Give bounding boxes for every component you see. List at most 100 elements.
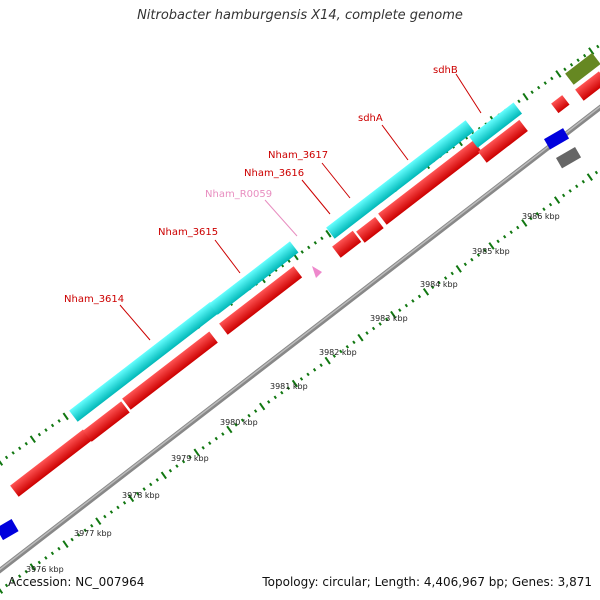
scale-tick [384,317,389,322]
feature-bar[interactable] [209,241,299,315]
scale-tick [542,207,546,212]
scale-tick [267,400,271,404]
scale-label: 3984 kbp [420,280,458,289]
scale-tick [103,514,107,519]
scale-tick [234,423,238,427]
rna-feature[interactable] [312,266,322,278]
gene-label: Nham_3616 [244,168,304,179]
feature-bar[interactable] [69,302,219,422]
scale-tick [17,574,22,579]
scale-tick [208,441,212,445]
scale-tick [4,583,9,588]
cds-features-red [10,71,600,497]
scale-tick [18,446,22,451]
scale-tick [50,551,55,556]
scale-tick [390,310,397,319]
scale-tick [529,216,533,221]
scale-tick [320,236,324,241]
scale-tick [116,505,120,510]
genome-summary: Topology: circular; Length: 4,406,967 bp… [262,575,592,589]
scale-tick [483,248,487,253]
scale-tick [576,58,580,63]
scale-tick [313,241,318,245]
cds-feature[interactable] [83,401,130,442]
scale-tick [339,349,343,354]
gene-label: Nham_3615 [158,227,218,238]
scale-tick [240,418,245,423]
scale-tick [44,556,48,560]
scale-tick [586,173,593,181]
scale-tick [299,377,304,381]
scale-tick [555,70,562,78]
scale-tick [324,356,331,365]
scale-tick [29,435,36,444]
scale-tick [221,432,225,436]
scale-tick [181,459,186,464]
gray-feature[interactable] [556,147,582,169]
cds-feature[interactable] [575,71,600,101]
scale-tick [550,76,554,81]
gene-labels: Nham_3614 Nham_3615 Nham_R0059 Nham_3616… [64,65,482,341]
cds-feature[interactable] [122,331,218,410]
scale-tick [450,271,454,276]
scale-tick [287,259,291,263]
scale-tick [259,402,266,411]
scale-tick [273,395,277,400]
cds-feature[interactable] [478,119,528,163]
blue-feature[interactable] [0,519,19,541]
blue-feature[interactable] [544,128,570,150]
scale-tick [286,386,291,390]
scale-tick [62,412,69,421]
scale-tick [168,468,173,473]
scale-label: 3978 kbp [122,491,160,500]
cds-feature[interactable] [356,217,384,243]
scale-tick [417,294,422,299]
scale-tick [307,245,311,250]
gene-label: Nham_3614 [64,294,124,305]
scale-tick [95,517,102,526]
scale-tick [476,253,481,257]
cds-feature[interactable] [378,140,482,225]
scale-tick [509,230,513,234]
scale-tick [443,276,448,280]
cds-feature[interactable] [219,266,303,335]
scale-tick [37,560,42,565]
scale-tick [345,345,350,349]
scale-tick [253,409,258,413]
scale-tick [37,432,42,437]
scale-tick [463,262,468,267]
scale-tick [11,579,15,583]
scale-tick [332,354,336,358]
scale-tick [596,44,600,49]
feature-bar[interactable] [469,102,523,148]
scale-tick [581,179,585,184]
scale-tick [70,537,74,542]
scale-tick [561,193,566,198]
gene-label: sdhB [433,65,458,76]
scale-label: 3976 kbp [26,565,64,574]
scale-tick [488,242,495,250]
scale-tick [516,225,520,230]
cds-feature[interactable] [332,230,362,258]
cds-feature[interactable] [10,429,92,497]
scale-tick [226,425,233,434]
scale-tick [201,445,205,450]
scale-tick [193,448,200,457]
cds-feature[interactable] [551,95,570,114]
olive-feature[interactable] [565,52,600,85]
scale-tick [398,308,402,312]
scale-tick [470,257,474,262]
scale-tick [357,333,364,342]
feature-bar[interactable] [326,120,475,239]
scale-tick [422,287,430,296]
tick-tracks [0,44,600,594]
scale-tick [188,455,192,459]
scale-tick [535,212,540,216]
scale-tick [4,455,9,460]
scale-tick [24,441,28,446]
other-features [0,52,600,541]
scale-tick [563,67,567,72]
scale-tick [214,436,218,441]
scale-tick [404,303,409,308]
